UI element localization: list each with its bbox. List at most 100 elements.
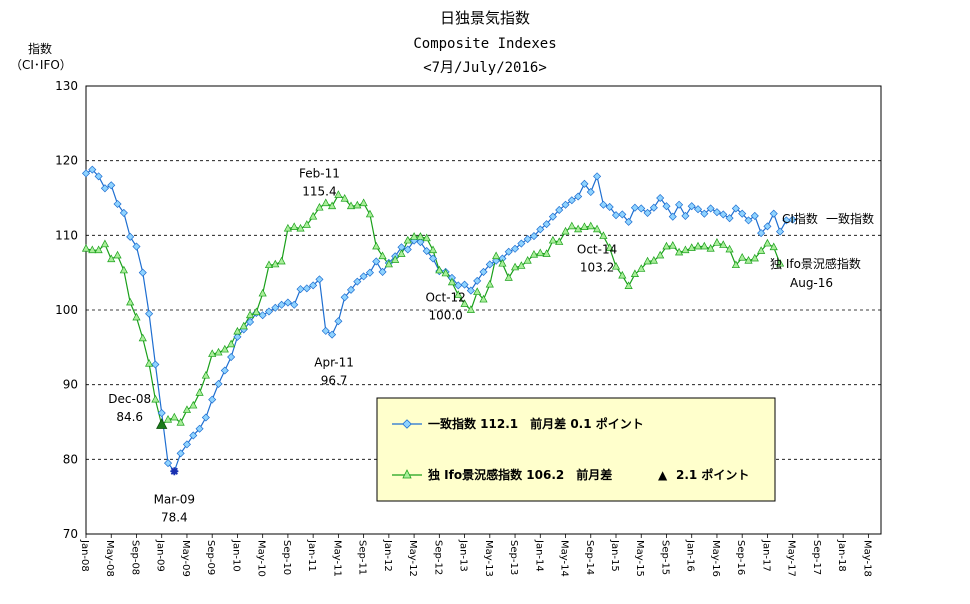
data-point-ifo	[119, 265, 128, 274]
y-tick-label: 80	[63, 452, 78, 466]
data-point-ifo	[517, 261, 526, 269]
x-tick-label: Sep-12	[432, 540, 443, 575]
right-label-ci-line1: CI指数	[782, 211, 818, 226]
data-point-ifo	[555, 237, 564, 245]
data-point-ci	[782, 216, 791, 225]
data-point-ci	[618, 210, 627, 219]
data-point-ifo	[485, 279, 494, 288]
data-point-ci	[700, 209, 709, 218]
data-point-ci	[321, 326, 330, 335]
data-point-ci	[649, 203, 658, 212]
y-tick-label: 120	[55, 154, 78, 168]
data-point-ifo	[346, 201, 356, 210]
data-point-ci	[422, 246, 431, 256]
data-point-ifo	[706, 244, 715, 252]
x-tick-label: May-11	[331, 540, 342, 577]
x-tick-label: May-15	[634, 540, 645, 577]
data-point-ifo	[365, 209, 375, 218]
data-point-ifo	[384, 259, 393, 268]
y-axis-label-sub: （CI･IFO）	[10, 58, 72, 72]
annotation-date: Oct-12	[425, 290, 465, 304]
data-point-ci	[208, 395, 217, 404]
legend-ifo-text: 独 Ifo景況感指数 106.2 前月差	[427, 467, 612, 482]
data-point-ifo	[422, 233, 431, 242]
data-point-ci	[593, 172, 602, 181]
data-point-ci	[94, 172, 103, 181]
data-point-ifo	[460, 299, 469, 307]
data-point-ci	[719, 210, 728, 219]
data-point-ifo	[416, 232, 425, 240]
x-tick-label: Sep-14	[584, 540, 595, 575]
data-point-ifo	[208, 349, 217, 357]
x-tick-label: May-13	[483, 540, 494, 577]
data-point-ifo	[233, 326, 242, 335]
y-tick-label: 90	[63, 378, 78, 392]
data-point-ifo	[302, 220, 311, 228]
data-point-ci	[693, 205, 703, 214]
data-point-ifo	[611, 261, 621, 270]
data-point-ifo	[605, 243, 614, 251]
data-point-ci	[498, 254, 507, 263]
data-point-ifo	[271, 259, 280, 268]
data-point-ci	[517, 239, 526, 248]
x-tick-label: Jan-11	[306, 539, 317, 572]
data-point-ci	[290, 300, 299, 309]
data-point-ci	[100, 184, 109, 193]
data-point-ci	[107, 181, 116, 190]
data-point-ci	[315, 275, 324, 284]
data-point-ifo	[624, 281, 633, 289]
data-point-ci	[328, 330, 337, 339]
data-point-ci	[359, 272, 368, 281]
x-tick-label: May-18	[861, 540, 872, 577]
x-tick-label: Jan-15	[609, 539, 620, 572]
x-tick-label: Jan-17	[760, 539, 771, 572]
data-point-ci	[258, 311, 267, 320]
x-tick-label: Sep-10	[281, 540, 292, 575]
x-tick-label: Sep-08	[129, 540, 140, 575]
data-point-ifo	[510, 262, 520, 271]
data-point-ifo	[182, 405, 192, 413]
y-axis-label: 指数	[27, 42, 52, 56]
data-point-ifo	[649, 255, 658, 264]
x-tick-label: Jan-10	[230, 539, 241, 572]
data-point-ifo	[372, 241, 381, 250]
annotation-date: Apr-11	[314, 356, 354, 370]
data-point-ci	[630, 203, 639, 212]
data-point-ci	[163, 459, 173, 468]
chart-title-en: Composite Indexes	[413, 36, 557, 52]
data-point-ci	[611, 211, 621, 220]
data-point-ifo	[113, 250, 122, 259]
data-point-ifo	[618, 270, 627, 279]
data-point-ifo	[668, 241, 677, 249]
data-point-ifo	[359, 198, 368, 207]
data-point-ci	[511, 244, 520, 253]
data-point-ifo	[290, 222, 299, 230]
data-point-ifo	[567, 221, 576, 230]
x-tick-label: Sep-16	[735, 540, 746, 575]
data-point-ifo	[428, 245, 438, 254]
data-point-ifo	[189, 400, 198, 409]
data-point-ci	[233, 332, 242, 341]
x-tick-label: May-16	[710, 540, 721, 577]
y-tick-label: 100	[55, 303, 78, 317]
data-point-ci	[201, 413, 210, 422]
data-point-ifo	[283, 223, 292, 232]
x-tick-label: Sep-15	[659, 540, 670, 575]
data-point-ci	[599, 200, 608, 209]
data-point-ifo	[296, 223, 305, 232]
data-point-ifo	[353, 200, 362, 209]
data-point-ifo	[321, 198, 330, 207]
data-point-ci	[542, 220, 551, 229]
data-point-ifo	[220, 344, 229, 353]
data-point-ifo	[195, 388, 204, 396]
data-point-ci	[504, 247, 513, 256]
data-point-ci	[246, 317, 255, 326]
data-point-ci	[346, 285, 356, 294]
data-point-ifo	[315, 202, 324, 211]
legend-ifo-marker	[402, 469, 412, 479]
data-point-ifo	[126, 297, 135, 306]
annotation-value: 96.7	[321, 374, 348, 388]
data-point-ci	[227, 353, 236, 362]
annotation-value: 115.4	[302, 185, 336, 199]
